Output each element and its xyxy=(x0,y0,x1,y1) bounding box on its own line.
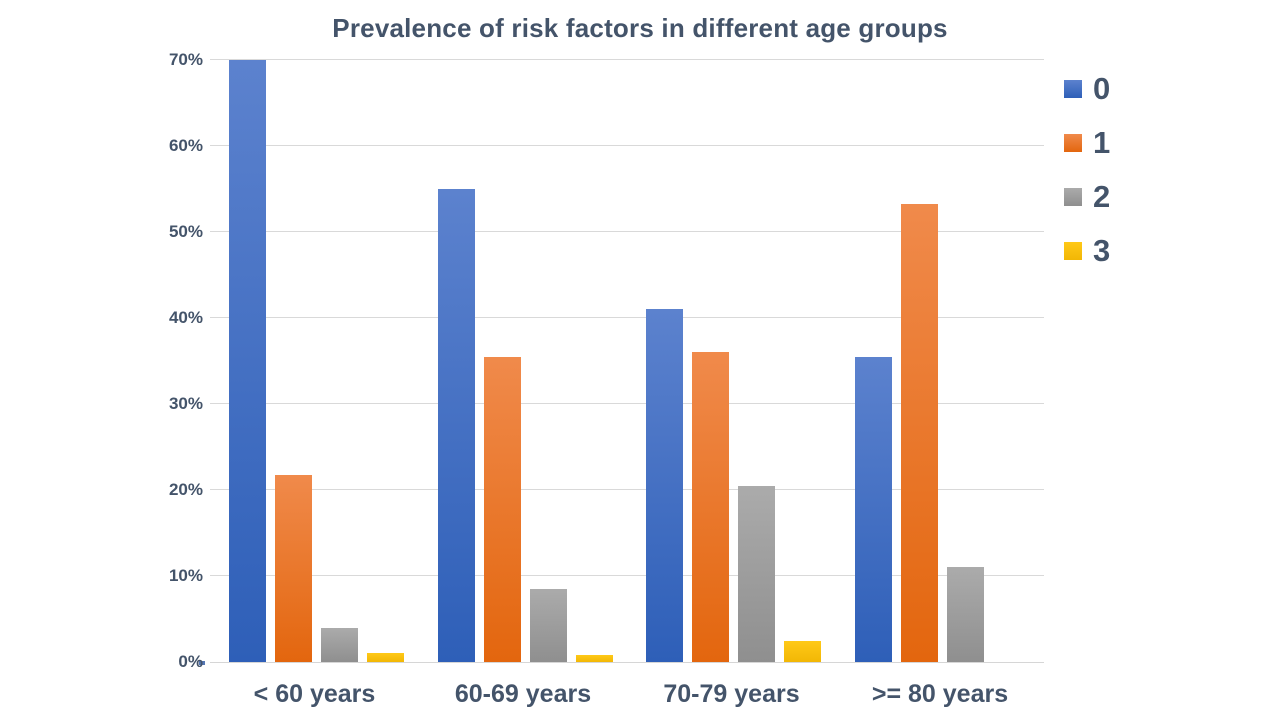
y-axis-zero-tick xyxy=(199,661,205,665)
bar-series-3-cat-2 xyxy=(784,640,822,662)
y-axis-tick-label: 30% xyxy=(168,394,203,413)
y-axis-tick-label: 20% xyxy=(168,480,203,499)
y-axis-tick-label: 0% xyxy=(178,652,203,671)
x-axis-category-label: 60-69 years xyxy=(454,680,592,708)
legend-item-2: 2 xyxy=(1064,180,1110,214)
x-axis-line xyxy=(210,662,1044,663)
bar-series-1-cat-2 xyxy=(692,352,730,662)
bar-series-2-cat-1 xyxy=(529,588,567,662)
legend-swatch-icon xyxy=(1064,80,1082,98)
y-axis-tick-label: 40% xyxy=(168,308,203,327)
bar-series-2-cat-3 xyxy=(946,567,984,662)
x-axis-category-label: 70-79 years xyxy=(663,680,800,708)
legend-swatch-icon xyxy=(1064,134,1082,152)
y-axis-tick-label: 70% xyxy=(168,50,203,69)
legend-item-3: 3 xyxy=(1064,234,1110,268)
bar-series-1-cat-3 xyxy=(900,203,938,662)
legend-swatch-icon xyxy=(1064,188,1082,206)
chart-title: Prevalence of risk factors in different … xyxy=(332,13,948,43)
x-axis-category-label: < 60 years xyxy=(253,680,376,708)
legend-label: 0 xyxy=(1093,71,1111,106)
gridline xyxy=(210,317,1044,318)
bar-series-0-cat-2 xyxy=(646,309,684,662)
legend-label: 2 xyxy=(1093,179,1111,214)
y-axis-tick-label: 50% xyxy=(168,222,203,241)
bar-series-2-cat-2 xyxy=(738,485,776,662)
bar-series-1-cat-0 xyxy=(275,474,313,662)
legend: 0 1 2 3 xyxy=(1064,72,1110,268)
y-axis-tick-label: 10% xyxy=(168,566,203,585)
bar-series-2-cat-0 xyxy=(321,627,359,662)
gridline xyxy=(210,145,1044,146)
y-axis-tick-label: 60% xyxy=(168,136,203,155)
gridline xyxy=(210,231,1044,232)
bar-series-0-cat-1 xyxy=(437,189,475,662)
x-axis-category-label: >= 80 years xyxy=(871,680,1009,708)
bar-series-3-cat-1 xyxy=(575,655,613,662)
gridline xyxy=(210,575,1044,576)
bar-series-3-cat-0 xyxy=(367,653,405,662)
legend-label: 1 xyxy=(1093,125,1111,160)
legend-swatch-icon xyxy=(1064,242,1082,260)
bar-series-1-cat-1 xyxy=(483,356,521,662)
bar-series-0-cat-3 xyxy=(854,356,892,662)
bar-series-0-cat-0 xyxy=(229,60,267,662)
gridline xyxy=(210,403,1044,404)
legend-item-1: 1 xyxy=(1064,126,1110,160)
legend-label: 3 xyxy=(1093,233,1111,268)
plot-area xyxy=(210,59,1044,663)
legend-item-0: 0 xyxy=(1064,72,1110,106)
gridline xyxy=(210,489,1044,490)
gridline xyxy=(210,59,1044,60)
